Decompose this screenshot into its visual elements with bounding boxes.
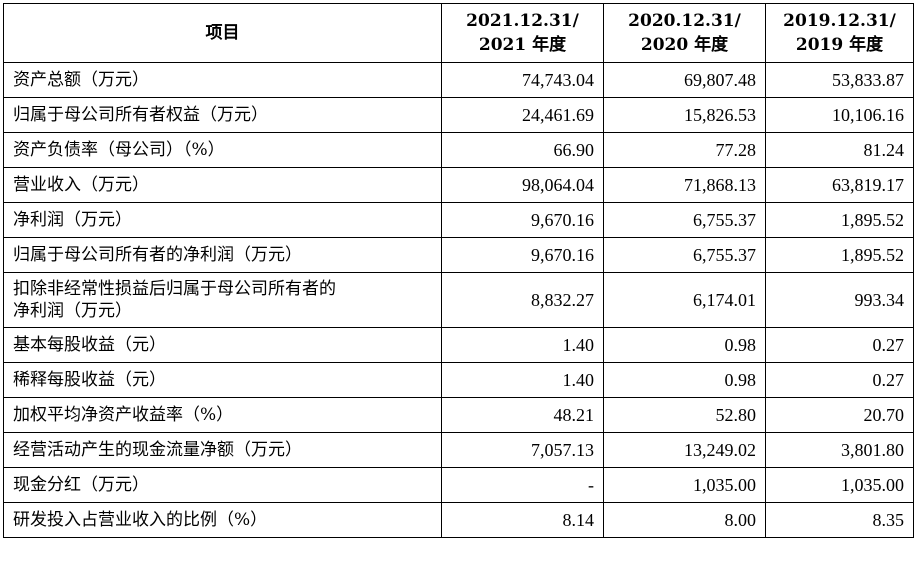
- cell-2020: 71,868.13: [603, 167, 766, 203]
- cell-2021: 48.21: [441, 397, 604, 433]
- table-row: 净利润（万元） 9,670.16 6,755.37 1,895.52: [3, 202, 914, 238]
- cell-2021: 74,743.04: [441, 62, 604, 98]
- cell-2019: 53,833.87: [765, 62, 914, 98]
- header-item: 项目: [3, 3, 442, 63]
- cell-2021: 7,057.13: [441, 432, 604, 468]
- table-row: 资产总额（万元） 74,743.04 69,807.48 53,833.87: [3, 62, 914, 98]
- cell-2021: 98,064.04: [441, 167, 604, 203]
- table-row: 扣除非经常性损益后归属于母公司所有者的 净利润（万元） 8,832.27 6,1…: [3, 272, 914, 328]
- row-label: 加权平均净资产收益率（%）: [3, 397, 442, 433]
- cell-2019: 0.27: [765, 327, 914, 363]
- cell-2021: 9,670.16: [441, 202, 604, 238]
- cell-2021: 9,670.16: [441, 237, 604, 273]
- cell-2020: 13,249.02: [603, 432, 766, 468]
- cell-2020: 1,035.00: [603, 467, 766, 503]
- row-label: 现金分红（万元）: [3, 467, 442, 503]
- cell-2021: 8.14: [441, 502, 604, 538]
- table-header-row: 项目 2021.12.31/ 2021 年度 2020.12.31/ 2020 …: [3, 3, 914, 63]
- cell-2019: 10,106.16: [765, 97, 914, 133]
- cell-2021: 1.40: [441, 362, 604, 398]
- row-label: 经营活动产生的现金流量净额（万元）: [3, 432, 442, 468]
- row-label: 资产负债率（母公司）（%）: [3, 132, 442, 168]
- row-label: 归属于母公司所有者的净利润（万元）: [3, 237, 442, 273]
- table-row: 现金分红（万元） - 1,035.00 1,035.00: [3, 467, 914, 503]
- cell-2019: 1,035.00: [765, 467, 914, 503]
- row-label: 基本每股收益（元）: [3, 327, 442, 363]
- cell-2020: 6,174.01: [603, 272, 766, 328]
- row-label: 归属于母公司所有者权益（万元）: [3, 97, 442, 133]
- row-label: 扣除非经常性损益后归属于母公司所有者的 净利润（万元）: [3, 272, 442, 328]
- cell-2021: 66.90: [441, 132, 604, 168]
- table-row: 经营活动产生的现金流量净额（万元） 7,057.13 13,249.02 3,8…: [3, 432, 914, 468]
- table-row: 营业收入（万元） 98,064.04 71,868.13 63,819.17: [3, 167, 914, 203]
- table-row: 资产负债率（母公司）（%） 66.90 77.28 81.24: [3, 132, 914, 168]
- table-row: 基本每股收益（元） 1.40 0.98 0.27: [3, 327, 914, 363]
- cell-2020: 8.00: [603, 502, 766, 538]
- cell-2020: 77.28: [603, 132, 766, 168]
- row-label: 资产总额（万元）: [3, 62, 442, 98]
- cell-2021: 8,832.27: [441, 272, 604, 328]
- cell-2020: 6,755.37: [603, 202, 766, 238]
- row-label: 营业收入（万元）: [3, 167, 442, 203]
- row-label: 净利润（万元）: [3, 202, 442, 238]
- cell-2019: 1,895.52: [765, 202, 914, 238]
- table-row: 归属于母公司所有者的净利润（万元） 9,670.16 6,755.37 1,89…: [3, 237, 914, 273]
- cell-2020: 52.80: [603, 397, 766, 433]
- table-row: 研发投入占营业收入的比例（%） 8.14 8.00 8.35: [3, 502, 914, 538]
- cell-2019: 993.34: [765, 272, 914, 328]
- cell-2019: 0.27: [765, 362, 914, 398]
- header-2020: 2020.12.31/ 2020 年度: [603, 3, 766, 63]
- header-2019: 2019.12.31/ 2019 年度: [765, 3, 914, 63]
- cell-2019: 3,801.80: [765, 432, 914, 468]
- row-label: 稀释每股收益（元）: [3, 362, 442, 398]
- cell-2019: 81.24: [765, 132, 914, 168]
- cell-2020: 0.98: [603, 327, 766, 363]
- cell-2021: -: [441, 467, 604, 503]
- table-row: 加权平均净资产收益率（%） 48.21 52.80 20.70: [3, 397, 914, 433]
- cell-2019: 8.35: [765, 502, 914, 538]
- cell-2020: 6,755.37: [603, 237, 766, 273]
- financial-table-wrapper: 项目 2021.12.31/ 2021 年度 2020.12.31/ 2020 …: [3, 3, 914, 538]
- financial-summary-table: 项目 2021.12.31/ 2021 年度 2020.12.31/ 2020 …: [3, 3, 914, 538]
- cell-2019: 63,819.17: [765, 167, 914, 203]
- table-row: 稀释每股收益（元） 1.40 0.98 0.27: [3, 362, 914, 398]
- cell-2020: 0.98: [603, 362, 766, 398]
- table-row: 归属于母公司所有者权益（万元） 24,461.69 15,826.53 10,1…: [3, 97, 914, 133]
- header-2021: 2021.12.31/ 2021 年度: [441, 3, 604, 63]
- row-label: 研发投入占营业收入的比例（%）: [3, 502, 442, 538]
- cell-2021: 24,461.69: [441, 97, 604, 133]
- cell-2020: 15,826.53: [603, 97, 766, 133]
- cell-2019: 20.70: [765, 397, 914, 433]
- cell-2020: 69,807.48: [603, 62, 766, 98]
- cell-2019: 1,895.52: [765, 237, 914, 273]
- cell-2021: 1.40: [441, 327, 604, 363]
